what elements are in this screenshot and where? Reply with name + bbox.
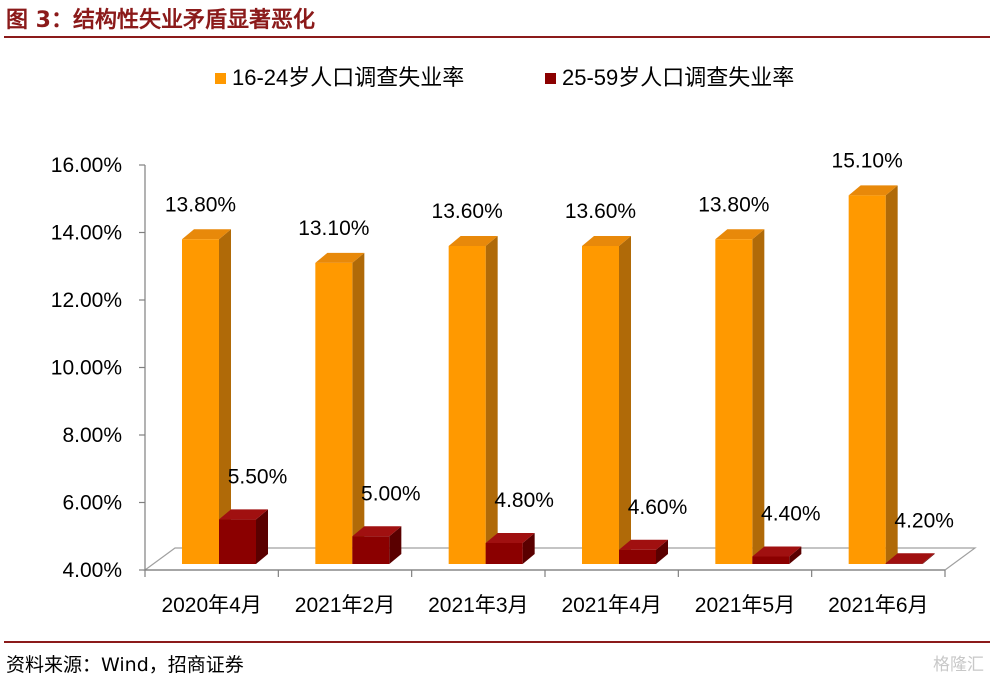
series2-bar (619, 549, 656, 564)
series1-bar-side (752, 229, 765, 564)
series1-data-label: 13.60% (432, 200, 503, 223)
y-tick-label: 12.00% (51, 289, 122, 312)
series2-data-label: 4.80% (494, 489, 554, 512)
series1-data-label: 13.60% (565, 200, 636, 223)
series2-bar (485, 543, 523, 564)
series1-data-label: 13.10% (298, 217, 369, 240)
series1-data-label: 15.10% (832, 149, 903, 172)
x-tick-label: 2021年5月 (695, 594, 795, 617)
x-tick-label: 2021年6月 (828, 594, 928, 617)
series1-bar (448, 246, 486, 564)
series2-bar-top (752, 546, 802, 557)
watermark: 格隆汇 (933, 655, 984, 675)
x-tick-label: 2020年4月 (161, 594, 261, 617)
y-tick-label: 6.00% (62, 492, 122, 515)
series2-bar-top (352, 526, 402, 537)
series2-data-label: 4.20% (894, 509, 954, 532)
series1-bar (315, 262, 353, 564)
footer-divider (4, 641, 990, 643)
series1-data-label: 13.80% (165, 193, 236, 216)
series2-bar-top (219, 509, 268, 520)
y-tick-label: 10.00% (51, 357, 122, 380)
series1-bar-top (715, 229, 765, 240)
series2-data-label: 5.00% (361, 482, 421, 505)
series1-bar (715, 239, 753, 564)
series1-bar-top (315, 252, 365, 263)
series1-bar-side (485, 236, 498, 564)
legend-swatch-1 (215, 73, 226, 84)
series1-bar (848, 195, 886, 564)
series2-data-label: 5.50% (228, 465, 288, 488)
series2-data-label: 4.40% (761, 503, 821, 526)
x-tick-label: 2021年4月 (561, 594, 661, 617)
y-tick-label: 14.00% (51, 222, 122, 245)
series2-bar-top (885, 553, 935, 564)
series2-bar (885, 563, 923, 564)
y-tick-label: 4.00% (62, 559, 122, 582)
legend-swatch-2 (545, 73, 556, 84)
x-tick-label: 2021年3月 (428, 594, 528, 617)
figure-title: 图 3：结构性失业矛盾显著恶化 (6, 8, 315, 33)
series1-bar-top (448, 236, 498, 246)
series1-bar-side (352, 252, 365, 564)
series1-bar-side (619, 236, 631, 564)
series1-bar-side (219, 229, 231, 564)
series1-bar-side (885, 185, 898, 564)
series1-bar (582, 246, 619, 564)
series1-bar-top (848, 185, 898, 196)
series2-bar-side (656, 539, 668, 564)
series2-bar-side (922, 553, 935, 564)
bar-chart: 16-24岁人口调查失业率 25-59岁人口调查失业率 4.00% 6.00% 8.00… (51, 65, 977, 617)
series2-bar-top (485, 533, 535, 543)
legend-label-2: 25-59岁人口调查失业率 (562, 65, 794, 90)
series2-bar-top (619, 539, 668, 550)
series2-bar-side (522, 533, 535, 564)
series1-bar (182, 239, 219, 564)
series2-bar (219, 519, 256, 564)
series1-data-label: 13.80% (698, 193, 769, 216)
series1-bar-top (582, 236, 631, 246)
source-note: 资料来源：Wind，招商证券 (6, 654, 244, 676)
series2-bar-side (256, 509, 268, 564)
series2-bar (352, 536, 390, 564)
legend-label-1: 16-24岁人口调查失业率 (232, 65, 464, 90)
y-tick-label: 16.00% (51, 154, 122, 177)
series2-bar-side (789, 546, 802, 564)
y-tick-label: 8.00% (62, 424, 122, 447)
title-divider (4, 36, 990, 38)
series2-data-label: 4.60% (628, 496, 688, 519)
series2-bar (752, 556, 790, 564)
series2-bar-side (389, 526, 402, 564)
series1-bar-top (182, 229, 231, 240)
x-tick-label: 2021年2月 (295, 594, 395, 617)
